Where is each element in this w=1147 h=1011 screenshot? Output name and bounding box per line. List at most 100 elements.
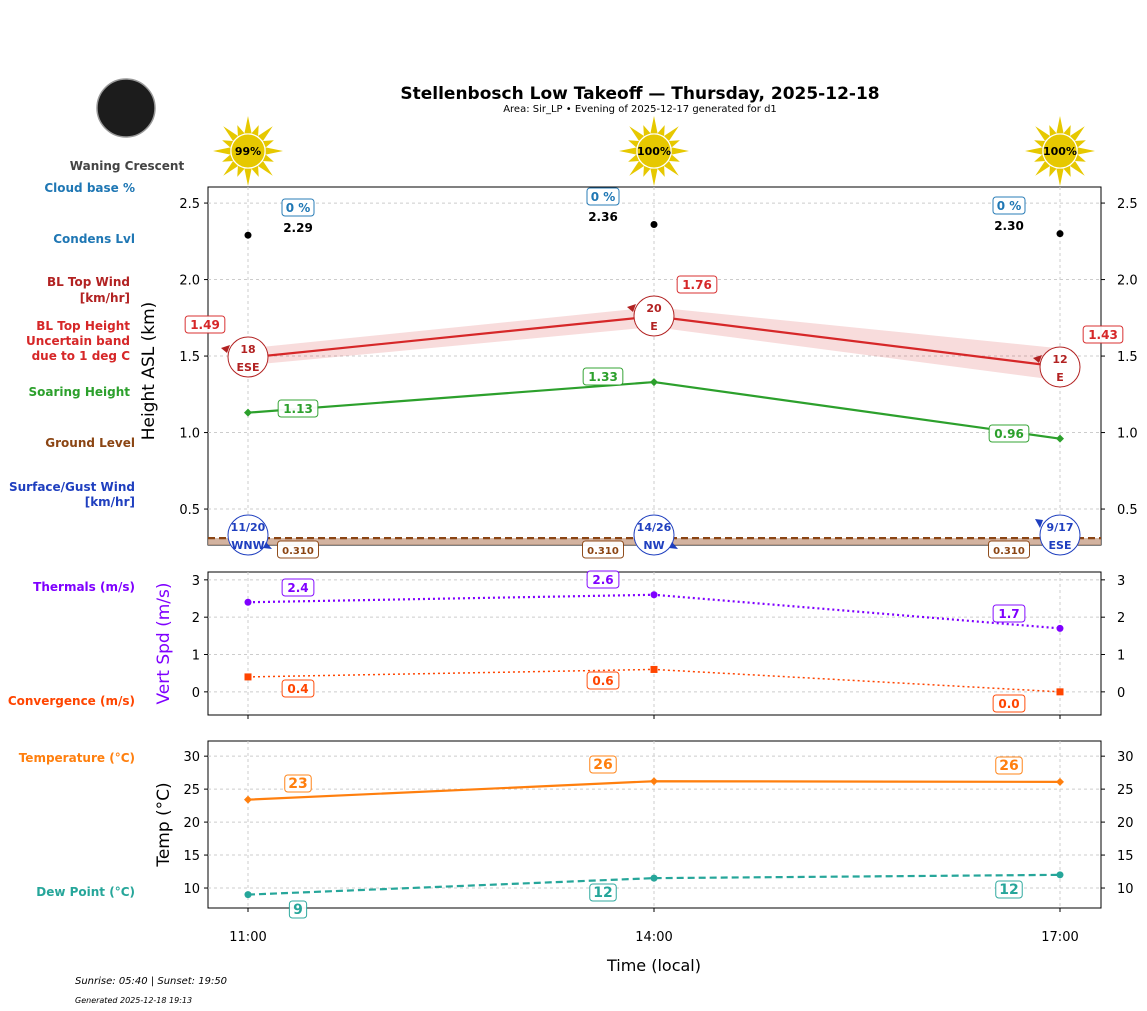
row-label-temperature: Temperature (°C) bbox=[19, 751, 135, 765]
y-tick-label: 25 bbox=[183, 783, 200, 798]
sun-ray bbox=[251, 165, 259, 177]
thermals-point bbox=[244, 598, 252, 606]
sun-ray bbox=[657, 125, 665, 137]
bl_top-data-label-text: 1.76 bbox=[682, 278, 712, 292]
row-label-condens: Condens Lvl bbox=[53, 232, 135, 246]
sun-ray bbox=[629, 126, 645, 142]
temperature-data-label-text: 23 bbox=[288, 776, 307, 792]
ground-data-label-text: 0.310 bbox=[993, 546, 1025, 557]
cloud-base-percent-label-box bbox=[992, 196, 1026, 215]
sun-ray bbox=[1034, 154, 1046, 162]
condens-point bbox=[1056, 230, 1064, 238]
bl_top-data-label-box bbox=[1082, 325, 1124, 344]
thermals-data-label-text: 1.7 bbox=[998, 607, 1019, 621]
ground-data-label-box bbox=[582, 540, 624, 559]
bl-wind-indicator: 20 E bbox=[633, 295, 675, 337]
x-tick-label: 11:00 bbox=[229, 930, 266, 945]
wind-direction: ESE bbox=[237, 361, 260, 374]
wind-speed: 11/20 bbox=[231, 521, 266, 534]
sun-ray bbox=[629, 160, 645, 176]
ground-data-label-box bbox=[277, 540, 319, 559]
bl_top-data-label: 1.43 bbox=[1082, 325, 1124, 344]
wind-circle bbox=[227, 514, 269, 556]
temperature-data-label-box bbox=[284, 774, 312, 793]
wind-circle bbox=[1039, 514, 1081, 556]
sun-ray bbox=[265, 147, 283, 155]
thermals-point bbox=[650, 591, 658, 599]
soaring-data-label-text: 0.96 bbox=[994, 427, 1024, 441]
sun-ray bbox=[237, 165, 245, 177]
condens-data-label: 2.30 bbox=[989, 217, 1029, 234]
y-tick-label: 3 bbox=[192, 574, 200, 589]
sun-ray bbox=[1056, 116, 1064, 134]
sun-ray bbox=[262, 154, 274, 162]
thermals-data-label-text: 2.4 bbox=[287, 581, 308, 595]
wind-arrow-icon bbox=[669, 542, 678, 549]
convergence-point bbox=[1056, 688, 1064, 696]
bl-wind-indicator: 12 E bbox=[1039, 346, 1081, 388]
thermals-data-label: 1.7 bbox=[992, 604, 1026, 623]
condens-data-label-box bbox=[278, 219, 318, 236]
dew-line bbox=[247, 873, 1061, 896]
row-label-ground: Ground Level bbox=[45, 436, 135, 450]
sun-icon bbox=[619, 116, 689, 186]
sun-ray bbox=[257, 160, 273, 176]
dew-data-label: 9 bbox=[288, 900, 308, 919]
y-tick-label: 15 bbox=[183, 849, 200, 864]
wind-arrow-icon bbox=[1033, 355, 1042, 363]
dew-data-label-text: 9 bbox=[293, 902, 303, 918]
condens-data-label-box bbox=[583, 208, 623, 225]
sun-ray bbox=[1074, 154, 1086, 162]
soaring-data-label: 1.33 bbox=[582, 367, 624, 386]
y-tick-label-right: 2.5 bbox=[1117, 197, 1138, 212]
wind-circle bbox=[633, 514, 675, 556]
chart-subtitle: Area: Sir_LP • Evening of 2025-12-17 gen… bbox=[503, 104, 777, 115]
dew-data-label-box bbox=[995, 880, 1023, 899]
wind-speed: 9/17 bbox=[1047, 521, 1074, 534]
sun-ray bbox=[262, 140, 274, 148]
wind-arrow-icon bbox=[627, 304, 636, 312]
y-tick-label-right: 2.0 bbox=[1117, 274, 1138, 289]
sun-disc bbox=[1042, 133, 1078, 169]
condens-data-label: 2.36 bbox=[583, 208, 623, 225]
sun-ray bbox=[1063, 125, 1071, 137]
x-tick-label: 14:00 bbox=[635, 930, 672, 945]
surface-wind-indicator: 11/20 WNW bbox=[227, 514, 269, 556]
y-axis-label: Temp (°C) bbox=[154, 782, 174, 867]
soaring-data-label: 1.13 bbox=[277, 399, 319, 418]
dew-data-label-box bbox=[589, 883, 617, 902]
y-tick-label-right: 20 bbox=[1117, 816, 1134, 831]
bl_top-data-label: 1.76 bbox=[676, 275, 718, 294]
bl_top-data-label-text: 1.49 bbox=[190, 318, 220, 332]
sun-ray bbox=[643, 165, 651, 177]
cloud-base-percent-label: 0 % bbox=[586, 187, 620, 206]
sun-ray bbox=[650, 116, 658, 134]
sun-percent-label: 100% bbox=[1043, 145, 1077, 158]
sun-ray bbox=[628, 154, 640, 162]
y-tick-label: 0.5 bbox=[179, 503, 200, 518]
row-label-bl-wind: [km/hr] bbox=[80, 291, 130, 305]
convergence-data-label-text: 0.6 bbox=[592, 674, 613, 688]
y-tick-label: 10 bbox=[183, 882, 200, 897]
row-label-bl-top: Uncertain band bbox=[26, 334, 130, 348]
y-tick-label-right: 1.0 bbox=[1117, 427, 1138, 442]
sun-ray bbox=[1063, 165, 1071, 177]
ground-data-label-box bbox=[988, 540, 1030, 559]
condens-point bbox=[244, 231, 252, 239]
wind-direction: ESE bbox=[1049, 539, 1072, 552]
soaring-point bbox=[244, 408, 252, 417]
condens-data-label-text: 2.36 bbox=[588, 210, 618, 224]
thermals-point bbox=[1056, 624, 1064, 632]
sun-disc bbox=[636, 133, 672, 169]
wind-direction: WNW bbox=[231, 539, 264, 552]
bl_top-data-label: 1.49 bbox=[184, 315, 226, 334]
chart-title: Stellenbosch Low Takeoff — Thursday, 202… bbox=[400, 84, 879, 104]
row-label-surface-wind: Surface/Gust Wind bbox=[9, 480, 135, 494]
temperature-data-label: 26 bbox=[589, 755, 617, 774]
sun-ray bbox=[619, 147, 637, 155]
cloud-base-percent-label-text: 0 % bbox=[997, 199, 1022, 213]
wind-circle bbox=[633, 295, 675, 337]
sun-ray bbox=[668, 154, 680, 162]
cloud-base-percent-label: 0 % bbox=[281, 198, 315, 217]
condens-point bbox=[650, 220, 658, 228]
